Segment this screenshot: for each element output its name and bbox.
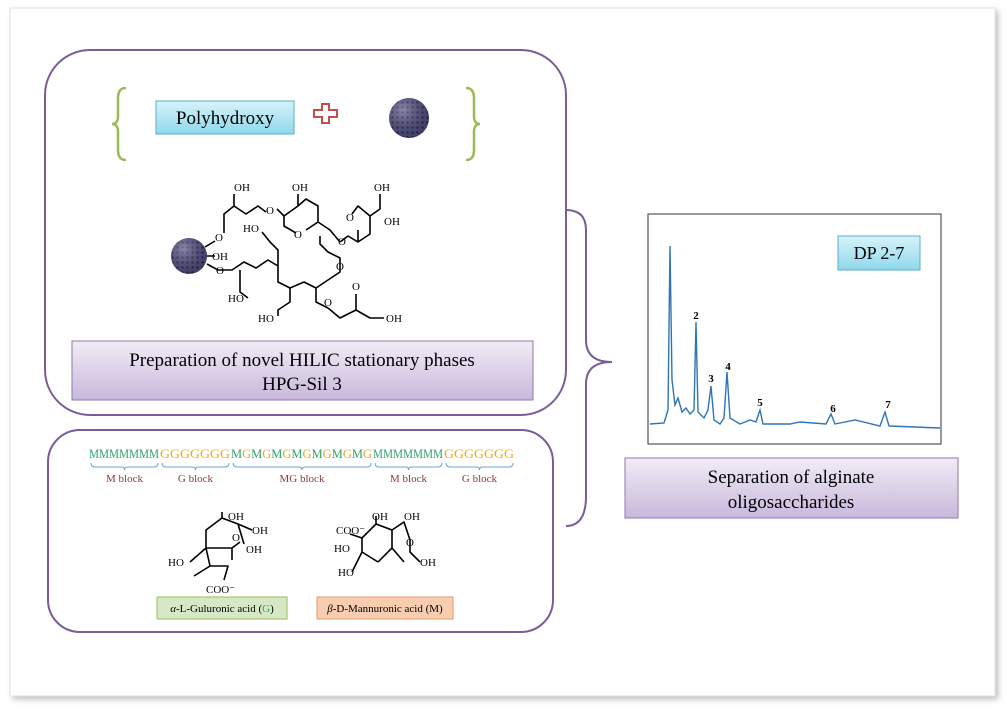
block-label: MG block (280, 473, 325, 485)
atom-label: OH (234, 182, 250, 194)
particle-sheen (389, 98, 429, 138)
block-brace (374, 462, 443, 471)
peak-label: 6 (830, 403, 836, 415)
plus-sign (313, 103, 338, 124)
block-label: G block (178, 473, 214, 485)
top-caption-box (71, 340, 534, 401)
sequence: MMMMMMM M block GGGGGGG G block MGMGMGMGMGMG… (89, 446, 514, 485)
mannuronic-box (316, 596, 454, 620)
peak-label: 4 (725, 361, 731, 373)
atom-label: O (406, 537, 414, 549)
left-brace (111, 86, 127, 162)
guluronic-box (156, 596, 288, 620)
atom-label: HO (338, 567, 354, 579)
atom-label: O (266, 205, 274, 217)
block-label: G block (462, 473, 498, 485)
block-brace (161, 462, 230, 471)
atom-label: O (232, 532, 240, 544)
top-panel (44, 49, 567, 416)
atom-label: O (215, 232, 223, 244)
right-caption: Separation of alginate (708, 467, 875, 488)
guluronic-skeleton (189, 512, 421, 581)
guluronic-name: α-L-Guluronic acid (G) (170, 603, 274, 615)
atom-label: O (352, 281, 360, 293)
atom-label: O (294, 229, 302, 241)
polyhydroxy-box (155, 100, 295, 135)
atom-label: HO (258, 313, 274, 325)
atom-label: O (216, 265, 224, 277)
sequence-segment: MMMMMMM (89, 446, 159, 461)
joining-brace (565, 209, 613, 527)
atom-label: OH (374, 182, 390, 194)
top-caption: HPG-Sil 3 (262, 374, 342, 395)
sequence-segment: GGGGGGG (160, 446, 230, 461)
right-brace (465, 86, 481, 162)
atom-label: HO (334, 543, 350, 555)
atom-label: OH (404, 511, 420, 523)
peak-label: 5 (757, 397, 763, 409)
hpg-skeleton (204, 194, 384, 319)
chromatogram-trace (649, 245, 941, 429)
atom-label: OH (292, 182, 308, 194)
peak-label: 2 (693, 310, 699, 322)
block-brace (445, 462, 514, 471)
right-caption-box (624, 457, 959, 519)
sequence-segment: MGMGMGMGMGMGMG (231, 446, 372, 461)
atom-label: O (346, 212, 354, 224)
mannuronic-name: β-D-Mannuronic acid (M) (326, 603, 443, 615)
particle-sheen (171, 238, 207, 274)
atom-label: OH (252, 525, 268, 537)
atom-label: OH (246, 544, 262, 556)
atom-label: O (338, 236, 346, 248)
sequence-segment: GGGGGGG (444, 446, 514, 461)
atom-label: OH (386, 313, 402, 325)
atom-label: OH (212, 251, 228, 263)
dp-badge-box (837, 235, 921, 271)
atom-label: OH (228, 511, 244, 523)
atom-label: COO⁻ (206, 584, 235, 596)
bottom-panel (47, 429, 554, 633)
polyhydroxy-label: Polyhydroxy (176, 108, 275, 129)
sequence-segment: MMMMMMM (373, 446, 443, 461)
block-brace (90, 462, 159, 471)
atom-label: HO (168, 557, 184, 569)
block-label: M block (390, 473, 427, 485)
atom-label: COO⁻ (336, 525, 365, 537)
atom-label: O (324, 297, 332, 309)
atom-label: HO (228, 293, 244, 305)
right-caption: oligosaccharides (728, 492, 855, 513)
atom-label: OH (384, 216, 400, 228)
dp-badge: DP 2-7 (854, 243, 905, 263)
atom-label: O (336, 261, 344, 273)
atom-label: OH (372, 511, 388, 523)
peak-label: 3 (708, 373, 714, 385)
peak-label: 7 (885, 399, 891, 411)
atom-label: OH (420, 557, 436, 569)
block-label: M block (106, 473, 143, 485)
top-caption: Preparation of novel HILIC stationary ph… (129, 350, 475, 371)
block-brace (232, 462, 372, 471)
atom-label: HO (243, 223, 259, 235)
